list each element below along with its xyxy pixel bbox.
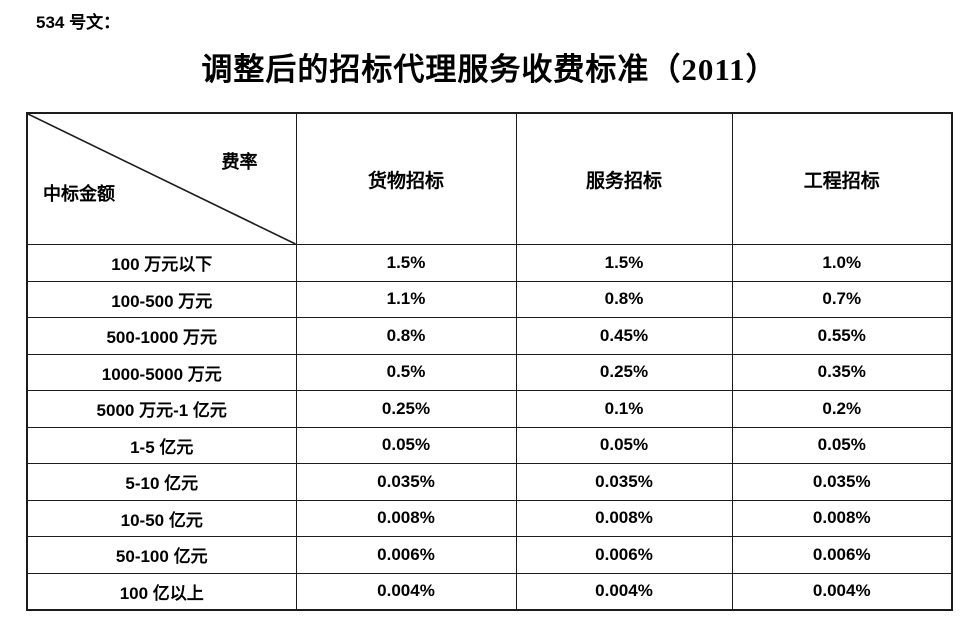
doc-ref-label: 534 号文： — [36, 13, 121, 32]
fee-cell: 0.35% — [731, 353, 953, 391]
fee-cell: 1.0% — [731, 244, 953, 282]
fee-cell: 0.006% — [515, 536, 733, 574]
row-label: 100 万元以下 — [26, 244, 297, 282]
row-label: 1-5 亿元 — [26, 426, 297, 464]
table-row: 5-10 亿元 0.035% 0.035% 0.035% — [26, 463, 953, 501]
fee-cell: 0.8% — [515, 280, 733, 318]
row-label: 10-50 亿元 — [26, 499, 297, 537]
table-row: 1-5 亿元 0.05% 0.05% 0.05% — [26, 426, 953, 464]
fee-cell: 0.55% — [731, 317, 953, 355]
corner-label-fee-rate: 费率 — [221, 152, 258, 172]
fee-cell: 0.035% — [295, 463, 517, 501]
fee-cell: 0.45% — [515, 317, 733, 355]
fee-cell: 0.006% — [295, 536, 517, 574]
fee-cell: 0.25% — [295, 390, 517, 428]
table-row: 100 万元以下 1.5% 1.5% 1.0% — [26, 244, 953, 282]
fee-cell: 0.1% — [515, 390, 733, 428]
fee-cell: 0.004% — [515, 572, 733, 611]
table-row: 100-500 万元 1.1% 0.8% 0.7% — [26, 280, 953, 318]
row-label: 5000 万元-1 亿元 — [26, 390, 297, 428]
row-label: 1000-5000 万元 — [26, 353, 297, 391]
table-row: 1000-5000 万元 0.5% 0.25% 0.35% — [26, 353, 953, 391]
column-header-service-bidding: 服务招标 — [515, 112, 733, 245]
row-label: 100 亿以上 — [26, 572, 297, 611]
fee-rate-table: 费率 中标金额 货物招标 服务招标 工程招标 100 万元以下 1.5% 1.5… — [26, 112, 953, 611]
corner-header-cell: 费率 中标金额 — [26, 112, 297, 245]
column-header-goods-bidding: 货物招标 — [295, 112, 517, 245]
fee-cell: 0.004% — [295, 572, 517, 611]
fee-cell: 0.035% — [515, 463, 733, 501]
fee-cell: 1.1% — [295, 280, 517, 318]
table-row: 5000 万元-1 亿元 0.25% 0.1% 0.2% — [26, 390, 953, 428]
fee-cell: 0.008% — [295, 499, 517, 537]
fee-cell: 0.006% — [731, 536, 953, 574]
fee-cell: 0.004% — [731, 572, 953, 611]
table-row: 10-50 亿元 0.008% 0.008% 0.008% — [26, 499, 953, 537]
row-label: 5-10 亿元 — [26, 463, 297, 501]
fee-cell: 0.2% — [731, 390, 953, 428]
table-row: 500-1000 万元 0.8% 0.45% 0.55% — [26, 317, 953, 355]
fee-cell: 0.8% — [295, 317, 517, 355]
row-label: 50-100 亿元 — [26, 536, 297, 574]
fee-cell: 0.008% — [731, 499, 953, 537]
fee-cell: 0.05% — [295, 426, 517, 464]
corner-label-bid-amount: 中标金额 — [43, 184, 115, 204]
fee-cell: 0.25% — [515, 353, 733, 391]
column-header-engineering-bidding: 工程招标 — [731, 112, 953, 245]
diagonal-divider-line — [28, 114, 296, 244]
fee-cell: 0.05% — [515, 426, 733, 464]
fee-cell: 0.008% — [515, 499, 733, 537]
page-title: 调整后的招标代理服务收费标准（2011） — [201, 52, 778, 87]
row-label: 500-1000 万元 — [26, 317, 297, 355]
fee-cell: 0.035% — [731, 463, 953, 501]
header-row: 费率 中标金额 货物招标 服务招标 工程招标 — [26, 112, 953, 245]
table-row: 100 亿以上 0.004% 0.004% 0.004% — [26, 572, 953, 611]
fee-cell: 1.5% — [515, 244, 733, 282]
row-label: 100-500 万元 — [26, 280, 297, 318]
fee-cell: 0.05% — [731, 426, 953, 464]
table-row: 50-100 亿元 0.006% 0.006% 0.006% — [26, 536, 953, 574]
fee-cell: 0.5% — [295, 353, 517, 391]
fee-cell: 0.7% — [731, 280, 953, 318]
fee-cell: 1.5% — [295, 244, 517, 282]
